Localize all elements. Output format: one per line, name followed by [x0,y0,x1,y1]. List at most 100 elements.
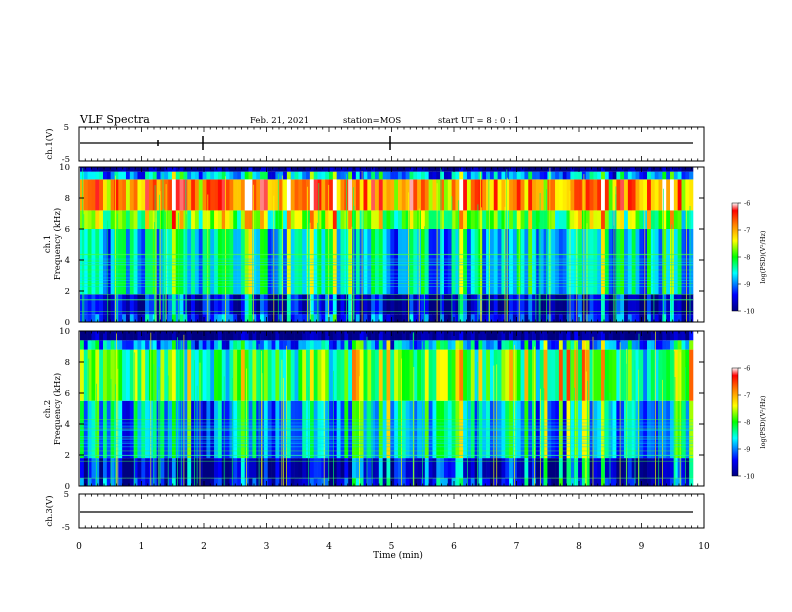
spectrogram-cell [83,458,88,479]
spectrogram-cell [562,167,567,172]
spectrogram-cell [106,400,111,459]
spectrogram-cell [585,179,590,211]
spectrogram-cell [585,167,590,172]
spectrogram-cell [516,331,521,341]
spectrogram-cell [409,171,414,180]
spectrogram-cell [681,340,686,350]
spectrogram-cell [447,349,452,401]
spectrogram-cell [286,294,292,315]
spectrogram-cell [420,478,426,486]
spectrogram-cell [413,229,418,295]
spectrogram-cell [466,314,472,322]
spectrogram-cell [217,179,223,211]
spectrogram-cell [87,229,92,295]
spectrogram-cell [443,340,449,350]
spectrogram-cell [340,167,345,172]
spectrogram-cell [512,340,518,350]
spectrogram-cell [321,458,326,479]
spectrogram-cell [428,229,433,295]
spectrogram-cell [118,458,123,479]
spectrogram-cell [187,167,192,172]
spectrogram-cell [321,167,326,172]
spectrogram-cell [436,294,441,315]
spectrogram-cell [566,229,571,295]
spectrogram-cell [210,179,215,211]
spectrogram-cell [283,458,288,479]
spectrogram-cell [666,314,671,322]
spectrogram-cell [535,340,541,350]
spectrogram-cell [463,340,468,350]
spectrogram-cell [237,340,242,350]
spectrogram-cell [497,478,502,486]
spectrogram-cell [83,171,88,180]
spectrogram-cell [194,179,200,211]
spectrogram-cell [647,294,652,315]
ytick-label: 4 [65,420,70,430]
spectrogram-cell [229,458,234,479]
spectrogram-cell [689,171,694,180]
spectrogram-cell [260,179,265,211]
spectrogram-cell [110,167,115,172]
spectrogram-cell [635,349,640,401]
spectrogram-cell [405,340,410,350]
spectrogram-cell [309,331,315,341]
spectrogram-cell [217,331,223,341]
spectrogram-cell [394,210,399,229]
spectrogram-cell [390,314,395,322]
spectrogram-cell [551,349,556,401]
spectrogram-cell [256,458,261,479]
spectrogram-cell [122,171,127,180]
spectrogram-cell [558,294,564,315]
spectrogram-cell [428,179,433,211]
spectrogram-cell [382,478,387,486]
spectrogram-cell [145,314,150,322]
spectrogram-cell [95,210,100,229]
spectrogram-cell [394,314,399,322]
spectrogram-cell [505,478,510,486]
spectrogram-cell [375,400,380,459]
spectrogram-cell [643,229,648,295]
spectrogram-cell [237,171,242,180]
spectrogram-cell [647,171,652,180]
spectrogram-cell [601,210,606,229]
spectrogram-cell [148,179,154,211]
spectrogram-cell [313,171,318,180]
spectrogram-cell [589,400,594,459]
spectrogram-cell [355,171,360,180]
spectrogram-cell [447,294,452,315]
spectrogram-cell [229,167,234,172]
spectrogram-cell [279,167,284,172]
spectrogram-cell [210,294,215,315]
spectrogram-cell [271,179,276,211]
spectrogram-cell [689,331,694,341]
spectrogram-cell [233,349,238,401]
spectrogram-cell [325,458,330,479]
spectrogram-cell [650,167,655,172]
spectrogram-cell [466,167,472,172]
spectrogram-cell [286,210,292,229]
spectrogram-cell [650,210,655,229]
spectrogram-cell [125,314,131,322]
spectrogram-cell [532,331,537,341]
spectrogram-cell [589,171,594,180]
spectrogram-cell [535,331,541,341]
spectrogram-cell [551,210,556,229]
spectrogram-cell [152,478,157,486]
spectrogram-cell [363,167,368,172]
spectrogram-cell [512,167,518,172]
ch2-spectrogram-ylabel-channel: ch.2 [43,400,53,418]
spectrogram-cell [80,400,85,459]
spectrogram-cell [198,167,203,172]
spectrogram-cell [80,458,85,479]
spectrogram-cell [405,171,410,180]
spectrogram-cell [332,331,337,341]
spectrogram-cell [443,478,449,486]
spectrogram-cell [539,210,544,229]
ytick-label: 6 [65,225,70,235]
spectrogram-cell [574,229,579,295]
spectrogram-cell [294,179,299,211]
spectrogram-cell [95,340,100,350]
spectrogram-cell [432,179,437,211]
